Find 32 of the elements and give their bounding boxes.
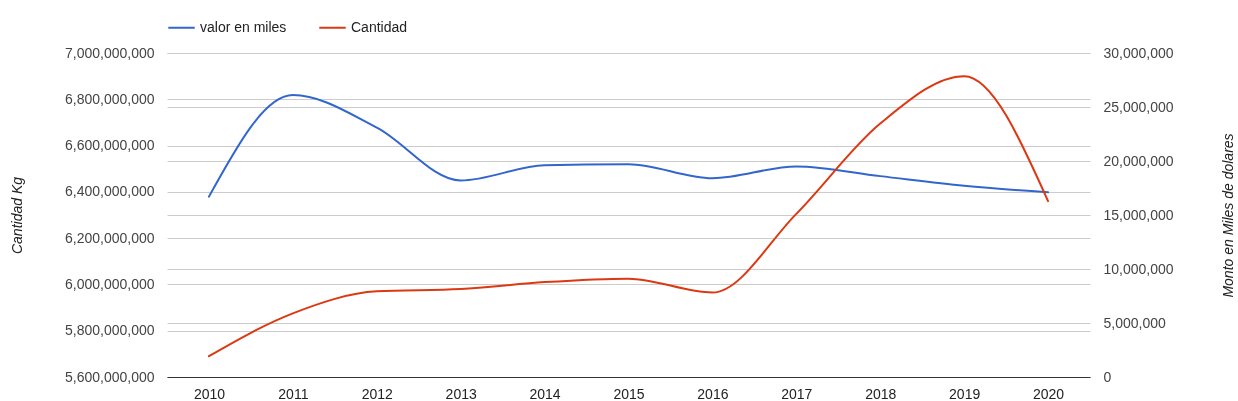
y2-tick-label: 5,000,000	[1103, 314, 1166, 331]
y-tick-label: 5,600,000,000	[64, 368, 155, 385]
legend-label: valor en miles	[200, 18, 287, 35]
x-tick-label: 2010	[193, 385, 226, 401]
x-tick-label: 2019	[949, 385, 981, 401]
x-tick-label: 2016	[697, 385, 729, 401]
y-tick-label: 6,600,000,000	[64, 137, 155, 154]
y-axis-title: Cantidad Kg	[8, 176, 25, 255]
y-tick-label: 6,200,000,000	[64, 229, 155, 246]
x-tick-label: 2013	[445, 385, 477, 401]
line-series	[207, 75, 1050, 358]
x-tick-label: 2012	[361, 385, 394, 401]
y2-tick-label: 30,000,000	[1103, 44, 1174, 61]
line-series	[207, 94, 1050, 198]
x-tick-label: 2014	[529, 385, 561, 401]
y-tick-label: 7,000,000,000	[64, 44, 155, 61]
x-tick-label: 2017	[781, 385, 813, 401]
x-tick-label: 2018	[865, 385, 897, 401]
y2-tick-label: 25,000,000	[1103, 98, 1174, 115]
y-tick-label: 6,000,000,000	[64, 275, 155, 292]
x-tick-label: 2020	[1032, 385, 1065, 401]
x-tick-label: 2015	[613, 385, 645, 401]
y2-axis-title: Monto en Miles de dolares	[1219, 133, 1236, 298]
y2-tick-label: 10,000,000	[1103, 260, 1174, 277]
y-tick-label: 5,800,000,000	[64, 322, 155, 339]
y-tick-label: 6,400,000,000	[64, 183, 155, 200]
y2-tick-label: 20,000,000	[1103, 152, 1174, 169]
y2-tick-label: 0	[1103, 368, 1112, 385]
y2-tick-label: 15,000,000	[1103, 206, 1174, 223]
legend-label: Cantidad	[351, 18, 408, 35]
y-tick-label: 6,800,000,000	[64, 90, 155, 107]
x-tick-label: 2011	[278, 385, 309, 401]
